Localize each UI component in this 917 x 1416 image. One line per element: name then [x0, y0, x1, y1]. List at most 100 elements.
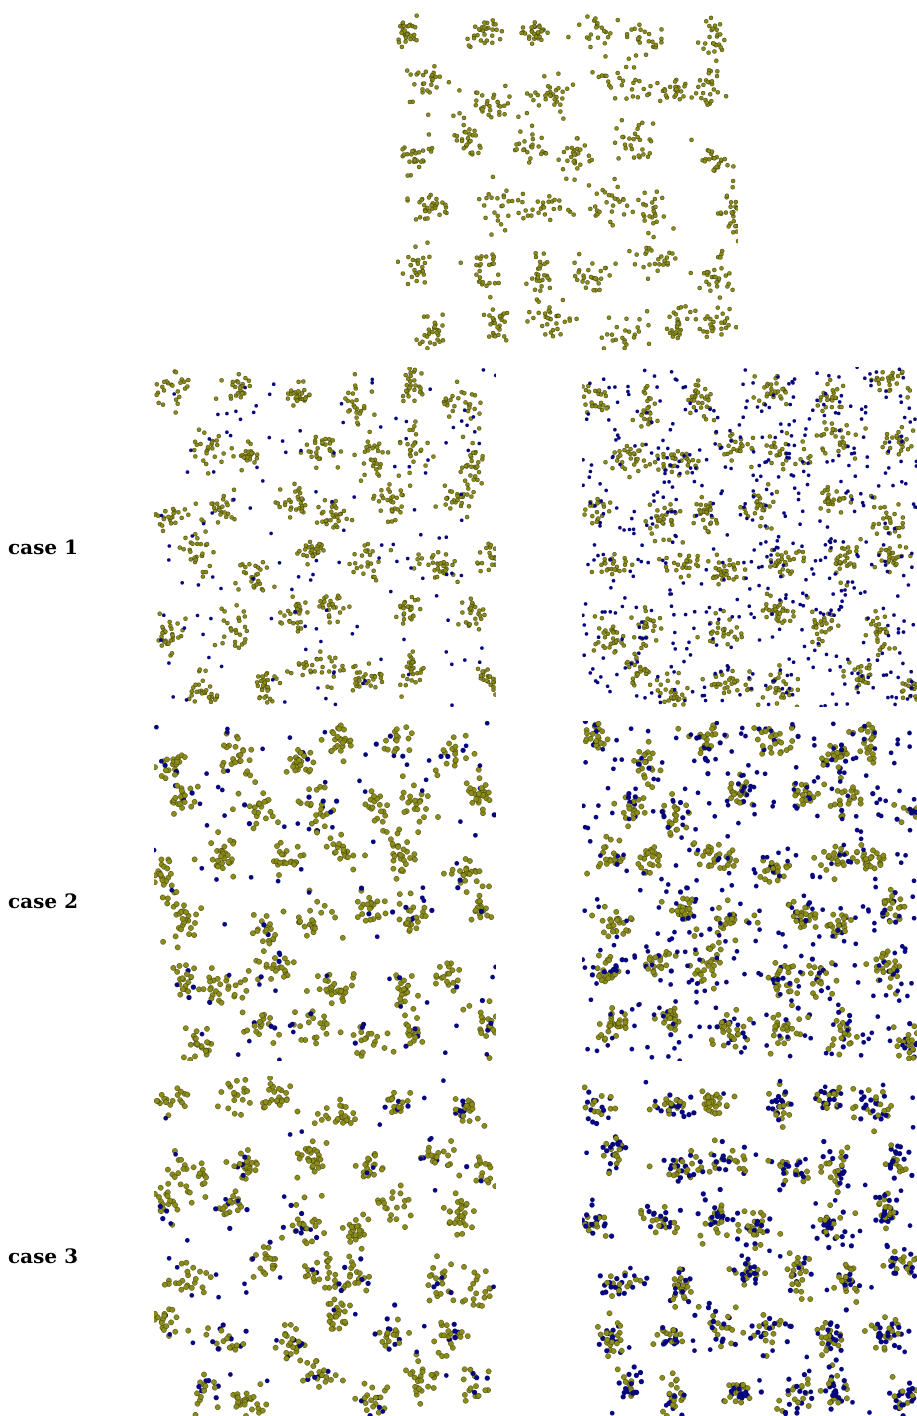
- cluster-particle: [299, 508, 304, 514]
- cluster-particle: [905, 395, 910, 400]
- cluster-particle: [408, 669, 414, 675]
- cluster-particle: [318, 736, 325, 743]
- tracer-particle: [159, 638, 163, 642]
- cluster-particle: [586, 153, 592, 159]
- cluster-particle: [224, 852, 231, 859]
- cluster-particle: [602, 557, 608, 562]
- cluster-particle: [829, 404, 835, 410]
- cluster-particle: [714, 314, 719, 320]
- tracer-particle: [818, 519, 822, 523]
- cluster-particle: [876, 377, 881, 382]
- tracer-particle: [582, 721, 588, 724]
- cluster-particle: [643, 519, 648, 524]
- cluster-particle: [494, 27, 499, 33]
- cluster-particle: [205, 444, 211, 450]
- tracer-particle: [682, 659, 686, 664]
- cluster-particle: [764, 606, 769, 611]
- cluster-particle: [330, 730, 337, 737]
- cluster-particle: [688, 410, 693, 416]
- tracer-particle: [759, 474, 763, 479]
- cluster-particle: [482, 40, 487, 46]
- cluster-particle: [337, 610, 343, 615]
- tracer-particle: [627, 392, 631, 397]
- cluster-particle: [198, 441, 203, 447]
- cluster-particle: [451, 113, 456, 119]
- cluster-particle: [368, 561, 374, 566]
- cluster-particle: [228, 393, 233, 399]
- cluster-particle: [596, 516, 601, 521]
- cluster-particle: [307, 392, 312, 397]
- cluster-particle: [695, 390, 701, 395]
- cluster-particle: [687, 559, 693, 564]
- cluster-particle: [686, 573, 691, 579]
- cluster-particle: [721, 690, 727, 696]
- cluster-particle: [239, 467, 244, 473]
- tracer-particle: [669, 664, 674, 669]
- tracer-particle: [391, 753, 397, 759]
- cluster-particle: [279, 621, 285, 626]
- cluster-particle: [603, 833, 610, 840]
- cluster-particle: [492, 280, 498, 286]
- cluster-particle: [247, 772, 254, 779]
- tracer-particle: [804, 427, 808, 431]
- tracer-particle: [839, 605, 844, 609]
- tracer-particle: [199, 1031, 205, 1037]
- cluster-particle: [320, 519, 325, 524]
- tracer-particle: [618, 462, 622, 467]
- tracer-particle: [444, 535, 449, 539]
- cluster-particle: [633, 77, 638, 83]
- tracer-particle: [764, 503, 768, 508]
- cluster-particle: [416, 150, 422, 155]
- cluster-particle: [412, 24, 418, 30]
- cluster-particle: [456, 967, 463, 973]
- cluster-particle: [884, 431, 890, 437]
- cluster-particle: [219, 762, 226, 769]
- cluster-particle: [727, 557, 732, 563]
- cluster-particle: [321, 784, 328, 791]
- tracer-particle: [429, 907, 435, 913]
- cluster-particle: [263, 961, 270, 968]
- cluster-particle: [582, 512, 587, 517]
- cluster-particle: [852, 667, 857, 672]
- tracer-particle: [900, 480, 904, 484]
- cluster-particle: [454, 379, 460, 385]
- cluster-particle: [322, 497, 328, 503]
- cluster-particle: [161, 379, 167, 385]
- cluster-particle: [376, 441, 382, 446]
- cluster-particle: [633, 53, 639, 58]
- cluster-particle: [414, 278, 419, 284]
- cluster-particle: [454, 138, 460, 143]
- tracer-particle: [791, 599, 795, 604]
- tracer-particle: [738, 435, 743, 439]
- cluster-particle: [434, 201, 440, 206]
- cluster-particle: [425, 216, 430, 221]
- tracer-particle: [650, 522, 655, 526]
- cluster-particle: [354, 1050, 360, 1056]
- cluster-particle: [576, 270, 581, 275]
- cluster-particle: [405, 676, 410, 682]
- tracer-particle: [424, 1000, 430, 1005]
- cluster-particle: [283, 860, 290, 867]
- cluster-particle: [594, 25, 599, 30]
- tracer-particle: [593, 679, 598, 683]
- cluster-particle: [393, 737, 400, 744]
- cluster-particle: [619, 117, 625, 123]
- cluster-particle: [667, 1008, 674, 1014]
- cluster-particle: [604, 332, 610, 337]
- cluster-particle: [697, 750, 704, 756]
- tracer-particle: [779, 422, 783, 426]
- cluster-particle: [307, 907, 313, 914]
- cluster-particle: [652, 459, 658, 465]
- cluster-particle: [696, 400, 701, 406]
- cluster-particle: [419, 197, 424, 203]
- cluster-particle: [854, 677, 860, 682]
- cluster-particle: [422, 280, 428, 285]
- cluster-particle: [791, 614, 796, 619]
- tracer-particle: [332, 670, 336, 674]
- cluster-particle: [407, 159, 412, 164]
- tracer-particle: [911, 622, 916, 627]
- cluster-particle: [399, 773, 406, 780]
- tracer-particle: [290, 1029, 296, 1035]
- cluster-particle: [645, 965, 651, 972]
- cluster-particle: [612, 650, 617, 655]
